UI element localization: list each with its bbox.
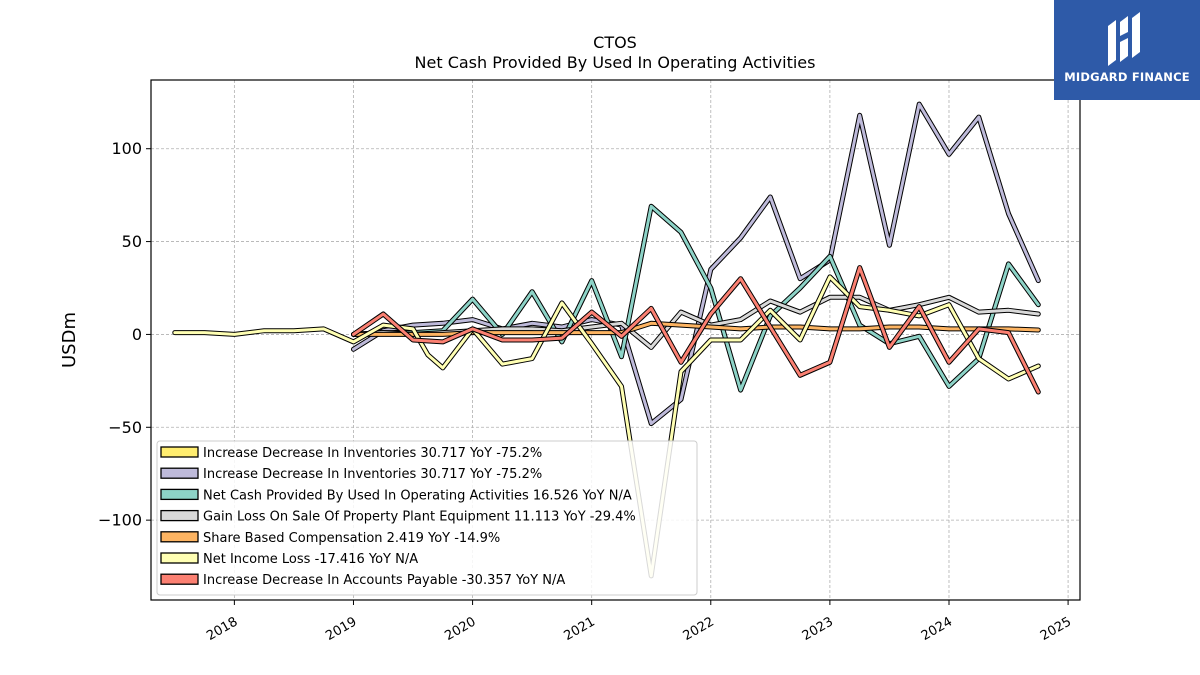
legend-entry: Gain Loss On Sale Of Property Plant Equi… [160,509,636,525]
x-tick-label: 2023 [800,614,836,644]
legend-label: Gain Loss On Sale Of Property Plant Equi… [203,510,636,525]
y-tick-label: −50 [108,418,142,437]
series-line-2 [351,203,1041,393]
series-stroke [173,275,1040,578]
legend: Increase Decrease In Inventories 30.717 … [156,440,698,596]
logo-text: MIDGARD FINANCE [1064,70,1190,84]
legend-entry: Net Cash Provided By Used In Operating A… [160,488,632,503]
y-axis: −100 −50 0 50 100 [98,139,151,530]
y-tick-label: 100 [111,139,142,158]
x-tick-label: 2020 [442,614,478,644]
legend-entry: Increase Decrease In Inventories 30.717 … [160,446,542,461]
series-stroke [352,266,1040,394]
midgard-logo-icon [1108,12,1140,66]
x-axis: 2018 2019 2020 2021 2022 2023 2024 2025 [204,600,1074,644]
legend-label: Net Cash Provided By Used In Operating A… [203,488,632,503]
x-tick-label: 2021 [562,614,598,644]
x-tick-label: 2024 [919,614,955,644]
y-axis-label: USDm [59,312,80,368]
y-tick-label: 50 [122,232,142,251]
legend-label: Net Income Loss -17.416 YoY N/A [203,552,418,567]
series-line-5 [172,274,1041,579]
chart-title: CTOS [593,33,637,52]
legend-box [156,440,698,596]
legend-entry: Increase Decrease In Accounts Payable -3… [160,573,565,588]
legend-entry: Share Based Compensation 2.419 YoY -14.9… [160,531,500,546]
chart-subtitle: Net Cash Provided By Used In Operating A… [415,53,816,72]
series-line-6 [351,265,1041,395]
legend-swatch [160,467,199,479]
legend-swatch [160,552,199,564]
x-tick-label: 2018 [204,614,240,644]
midgard-finance-logo: MIDGARD FINANCE [1054,0,1200,100]
legend-entry: Net Income Loss -17.416 YoY N/A [160,552,418,567]
x-tick-label: 2022 [681,614,717,644]
legend-label: Increase Decrease In Accounts Payable -3… [203,573,565,588]
legend-label: Share Based Compensation 2.419 YoY -14.9… [203,531,500,546]
legend-entry: Increase Decrease In Inventories 30.717 … [160,467,542,482]
legend-label: Increase Decrease In Inventories 30.717 … [203,446,542,461]
y-tick-label: 0 [132,325,142,344]
plot-frame [150,79,1081,601]
legend-swatch [160,446,199,458]
x-tick-label: 2019 [323,614,359,644]
legend-label: Increase Decrease In Inventories 30.717 … [203,467,542,482]
legend-swatch [160,509,199,522]
legend-swatch [160,488,199,501]
y-tick-label: −100 [98,511,142,530]
legend-swatch [160,573,199,585]
series-layer [172,101,1041,579]
series-stroke [352,204,1040,392]
x-tick-label: 2025 [1038,614,1074,644]
legend-swatch [160,531,199,543]
